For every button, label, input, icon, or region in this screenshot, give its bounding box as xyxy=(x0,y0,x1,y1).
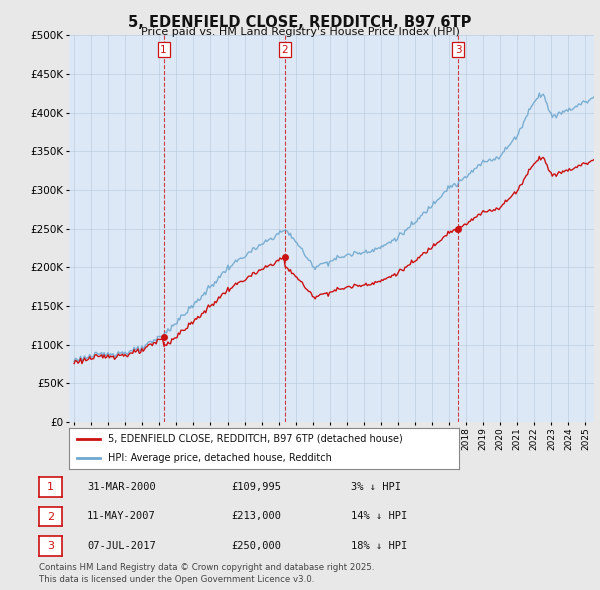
Text: £250,000: £250,000 xyxy=(231,541,281,550)
Text: Price paid vs. HM Land Registry's House Price Index (HPI): Price paid vs. HM Land Registry's House … xyxy=(140,27,460,37)
Text: 1: 1 xyxy=(160,45,167,55)
Text: 11-MAY-2007: 11-MAY-2007 xyxy=(87,512,156,521)
Text: 3: 3 xyxy=(455,45,461,55)
Text: 31-MAR-2000: 31-MAR-2000 xyxy=(87,482,156,491)
Text: 07-JUL-2017: 07-JUL-2017 xyxy=(87,541,156,550)
Text: £213,000: £213,000 xyxy=(231,512,281,521)
Text: 1: 1 xyxy=(47,482,54,492)
Text: 14% ↓ HPI: 14% ↓ HPI xyxy=(351,512,407,521)
Text: Contains HM Land Registry data © Crown copyright and database right 2025.: Contains HM Land Registry data © Crown c… xyxy=(39,563,374,572)
Text: 2: 2 xyxy=(281,45,288,55)
Text: 18% ↓ HPI: 18% ↓ HPI xyxy=(351,541,407,550)
Text: 5, EDENFIELD CLOSE, REDDITCH, B97 6TP (detached house): 5, EDENFIELD CLOSE, REDDITCH, B97 6TP (d… xyxy=(108,434,403,444)
Text: £109,995: £109,995 xyxy=(231,482,281,491)
Text: 3% ↓ HPI: 3% ↓ HPI xyxy=(351,482,401,491)
Text: 3: 3 xyxy=(47,541,54,551)
Text: 5, EDENFIELD CLOSE, REDDITCH, B97 6TP: 5, EDENFIELD CLOSE, REDDITCH, B97 6TP xyxy=(128,15,472,30)
Text: 2: 2 xyxy=(47,512,54,522)
Text: HPI: Average price, detached house, Redditch: HPI: Average price, detached house, Redd… xyxy=(108,453,332,463)
Text: This data is licensed under the Open Government Licence v3.0.: This data is licensed under the Open Gov… xyxy=(39,575,314,584)
